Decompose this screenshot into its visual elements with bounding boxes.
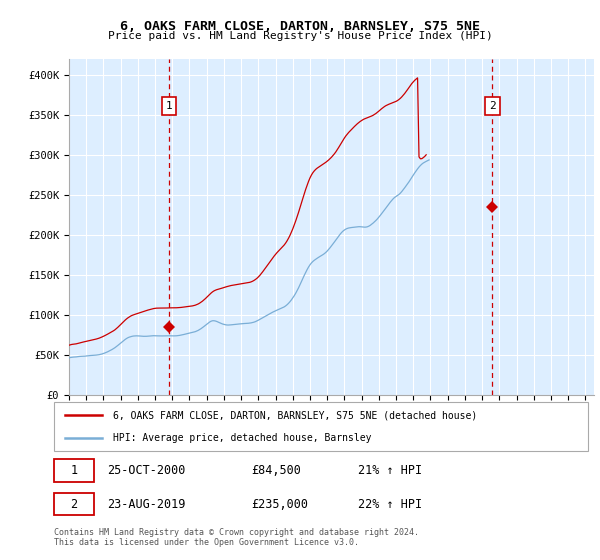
Text: 22% ↑ HPI: 22% ↑ HPI	[358, 497, 422, 511]
FancyBboxPatch shape	[54, 493, 94, 515]
Text: Contains HM Land Registry data © Crown copyright and database right 2024.
This d: Contains HM Land Registry data © Crown c…	[54, 528, 419, 547]
Text: HPI: Average price, detached house, Barnsley: HPI: Average price, detached house, Barn…	[113, 433, 371, 444]
Text: 23-AUG-2019: 23-AUG-2019	[107, 497, 186, 511]
FancyBboxPatch shape	[54, 402, 588, 451]
Text: £84,500: £84,500	[251, 464, 301, 477]
Text: 2: 2	[489, 101, 496, 111]
Text: 2: 2	[70, 497, 77, 511]
Text: 6, OAKS FARM CLOSE, DARTON, BARNSLEY, S75 5NE: 6, OAKS FARM CLOSE, DARTON, BARNSLEY, S7…	[120, 20, 480, 32]
Text: 21% ↑ HPI: 21% ↑ HPI	[358, 464, 422, 477]
Text: 25-OCT-2000: 25-OCT-2000	[107, 464, 186, 477]
Text: 6, OAKS FARM CLOSE, DARTON, BARNSLEY, S75 5NE (detached house): 6, OAKS FARM CLOSE, DARTON, BARNSLEY, S7…	[113, 410, 477, 421]
Text: 1: 1	[166, 101, 172, 111]
Text: £235,000: £235,000	[251, 497, 308, 511]
FancyBboxPatch shape	[54, 459, 94, 482]
Text: Price paid vs. HM Land Registry's House Price Index (HPI): Price paid vs. HM Land Registry's House …	[107, 31, 493, 41]
Text: 1: 1	[70, 464, 77, 477]
